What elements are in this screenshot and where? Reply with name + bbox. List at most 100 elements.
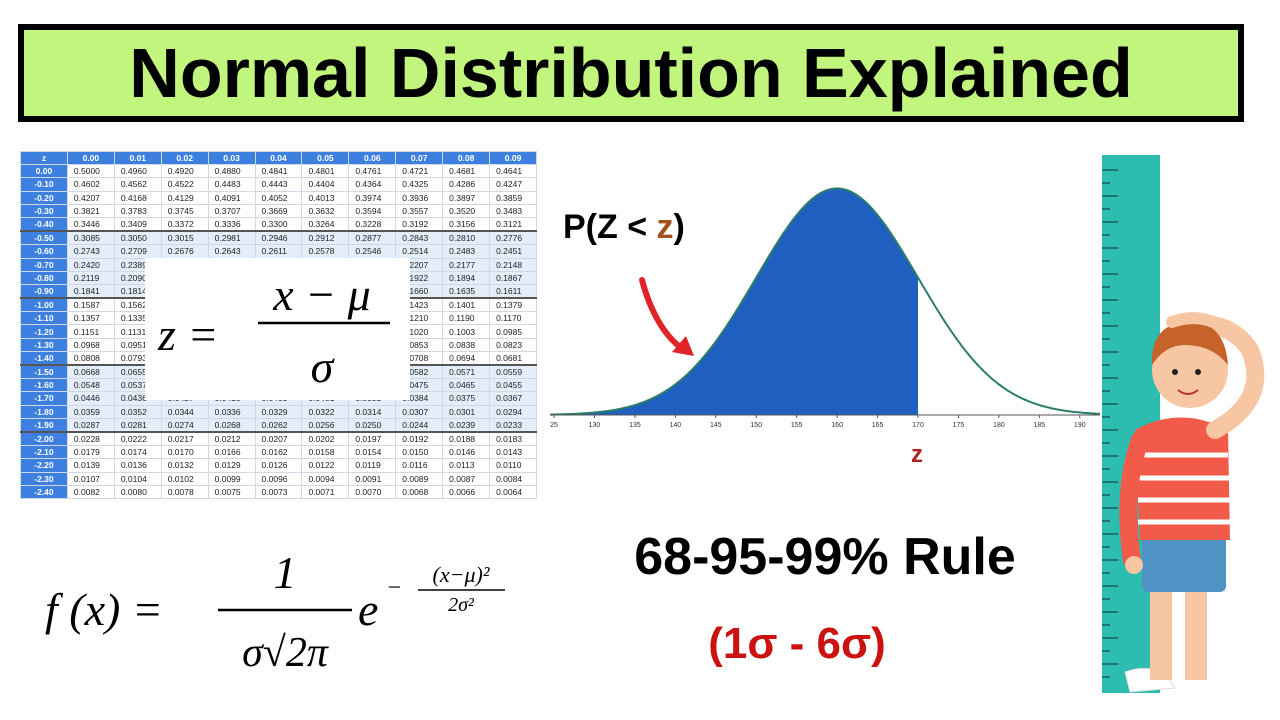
table-cell: 0.2643 bbox=[207, 244, 256, 259]
table-cell: 0.0322 bbox=[301, 404, 350, 419]
table-cell: 0.3015 bbox=[160, 230, 209, 246]
table-cell: 0.2611 bbox=[254, 244, 303, 259]
x-tick-label: 185 bbox=[1033, 422, 1045, 429]
table-cell: 0.3050 bbox=[113, 230, 162, 246]
density-curve bbox=[549, 187, 1101, 416]
table-row: -2.40 0.0082 0.0080 0.0078 0.0075 0.0073 0.007… bbox=[20, 484, 537, 499]
table-cell: 0.0239 bbox=[442, 417, 491, 433]
x-tick-label: 145 bbox=[710, 422, 722, 429]
table-cell: 0.0571 bbox=[442, 364, 491, 380]
table-cell: 0.0823 bbox=[489, 337, 537, 352]
rule-title: 68-95-99% Rule bbox=[634, 528, 1016, 586]
x-tick-label: 140 bbox=[670, 422, 682, 429]
table-row: -2.30 0.0107 0.0104 0.0102 0.0099 0.0096 0.009… bbox=[20, 471, 537, 486]
table-cell: 0.0294 bbox=[489, 404, 537, 419]
pdf-lhs: f (x) = bbox=[45, 584, 163, 635]
table-cell: 0.3707 bbox=[207, 203, 256, 218]
table-cell: 0.0281 bbox=[113, 417, 162, 433]
table-cell: 0.0064 bbox=[489, 484, 537, 499]
annotation-part: ) bbox=[674, 208, 685, 246]
table-cell: 0.3594 bbox=[348, 203, 397, 218]
x-tick-label: 180 bbox=[993, 422, 1005, 429]
pdf-numerator: 1 bbox=[274, 547, 297, 598]
table-cell: 0.0070 bbox=[348, 484, 397, 499]
table-cell: 0.0262 bbox=[254, 417, 303, 433]
table-row: -0.60 0.2743 0.2709 0.2676 0.2643 0.2611 0.257… bbox=[20, 244, 537, 259]
column-header: 0.03 bbox=[207, 150, 256, 166]
table-row: -0.30 0.3821 0.3783 0.3745 0.3707 0.3669 0.363… bbox=[20, 203, 537, 218]
annotation: P(Z < z) bbox=[563, 208, 685, 246]
column-header: 0.07 bbox=[395, 150, 444, 166]
z-formula-numerator: x − μ bbox=[272, 269, 371, 320]
table-cell: 0.3745 bbox=[160, 203, 209, 218]
table-cell: 0.0274 bbox=[160, 417, 209, 433]
table-cell: 0.2709 bbox=[113, 244, 162, 259]
pdf-exp-sign: − bbox=[386, 575, 402, 601]
column-header: 0.01 bbox=[113, 150, 162, 166]
table-cell: 0.3085 bbox=[66, 230, 115, 246]
table-cell: 0.2877 bbox=[348, 230, 397, 246]
x-tick-label: 160 bbox=[831, 422, 843, 429]
table-cell: 0.3669 bbox=[254, 203, 303, 218]
table-cell: 0.0287 bbox=[66, 417, 115, 433]
table-cell: 0.0068 bbox=[395, 484, 444, 499]
table-cell: 0.2177 bbox=[442, 257, 491, 272]
table-cell: 0.0548 bbox=[66, 378, 115, 393]
pdf-denominator: σ√2π bbox=[242, 630, 329, 676]
x-tick-label: 170 bbox=[912, 422, 924, 429]
x-tick-label: 135 bbox=[629, 422, 641, 429]
row-header: -2.40 bbox=[20, 484, 68, 499]
table-cell: 0.3821 bbox=[66, 203, 115, 218]
table-cell: 0.1841 bbox=[66, 283, 115, 299]
row-header: -1.50 bbox=[20, 364, 68, 380]
annotation-var: z bbox=[657, 208, 674, 246]
rule-subtitle: (1σ - 6σ) bbox=[708, 619, 886, 668]
table-cell: 0.2578 bbox=[301, 244, 350, 259]
table-cell: 0.2776 bbox=[489, 230, 537, 246]
table-cell: 0.0352 bbox=[113, 404, 162, 419]
table-row: -1.90 0.0287 0.0281 0.0274 0.0268 0.0262 0.025… bbox=[20, 417, 537, 433]
pdf-exp-numerator: (x−μ)² bbox=[433, 562, 490, 587]
z-formula-lhs: z = bbox=[157, 309, 218, 360]
table-row: -1.80 0.0359 0.0352 0.0344 0.0336 0.0329 0.032… bbox=[20, 404, 537, 419]
row-header: -2.10 bbox=[20, 445, 68, 460]
x-tick-label: 130 bbox=[589, 422, 601, 429]
table-row: -0.50 0.3085 0.3050 0.3015 0.2981 0.2946 0.291… bbox=[20, 230, 537, 246]
row-header: -1.70 bbox=[20, 391, 68, 406]
shaded-area bbox=[550, 188, 919, 415]
pdf-exp-denominator: 2σ² bbox=[448, 594, 475, 616]
x-tick-label: 165 bbox=[872, 422, 884, 429]
x-tick-label: 25 bbox=[550, 422, 558, 429]
x-tick-label: 190 bbox=[1074, 422, 1086, 429]
row-header: -0.90 bbox=[20, 283, 68, 299]
row-header: -0.70 bbox=[20, 257, 68, 272]
table-cell: 0.3483 bbox=[489, 203, 537, 218]
table-cell: 0.2420 bbox=[66, 257, 115, 272]
table-cell: 0.0838 bbox=[442, 337, 491, 352]
table-cell: 0.0307 bbox=[395, 404, 444, 419]
table-cell: 0.0314 bbox=[348, 404, 397, 419]
pdf-base: e bbox=[358, 584, 378, 635]
table-row: -0.40 0.3446 0.3409 0.3372 0.3336 0.3300 0.326… bbox=[20, 216, 537, 232]
table-cell: 0.1635 bbox=[442, 283, 491, 299]
table-cell: 0.1611 bbox=[489, 283, 537, 299]
x-tick-label: 175 bbox=[953, 422, 965, 429]
row-header: -2.30 bbox=[20, 471, 68, 486]
table-cell: 0.2483 bbox=[442, 244, 491, 259]
header-row: z 0.00 0.01 0.02 0.03 0.04 0.05 0.06 0.07 0.08 0.0… bbox=[20, 150, 537, 166]
arrow bbox=[639, 277, 691, 355]
x-tick-label: 155 bbox=[791, 422, 803, 429]
table-cell: 0.0268 bbox=[207, 417, 256, 433]
table-cell: 0.0336 bbox=[207, 404, 256, 419]
table-cell: 0.0559 bbox=[489, 364, 537, 380]
formula-box bbox=[145, 258, 410, 400]
row-header: -1.30 bbox=[20, 337, 68, 352]
table-row: -2.20 0.0139 0.0136 0.0132 0.0129 0.0126 0.012… bbox=[20, 458, 537, 473]
row-header: -1.40 bbox=[20, 350, 68, 366]
table-cell: 0.2148 bbox=[489, 257, 537, 272]
row-header: -0.20 bbox=[20, 190, 68, 205]
column-header: 0.05 bbox=[301, 150, 350, 166]
row-header: -0.30 bbox=[20, 203, 68, 218]
